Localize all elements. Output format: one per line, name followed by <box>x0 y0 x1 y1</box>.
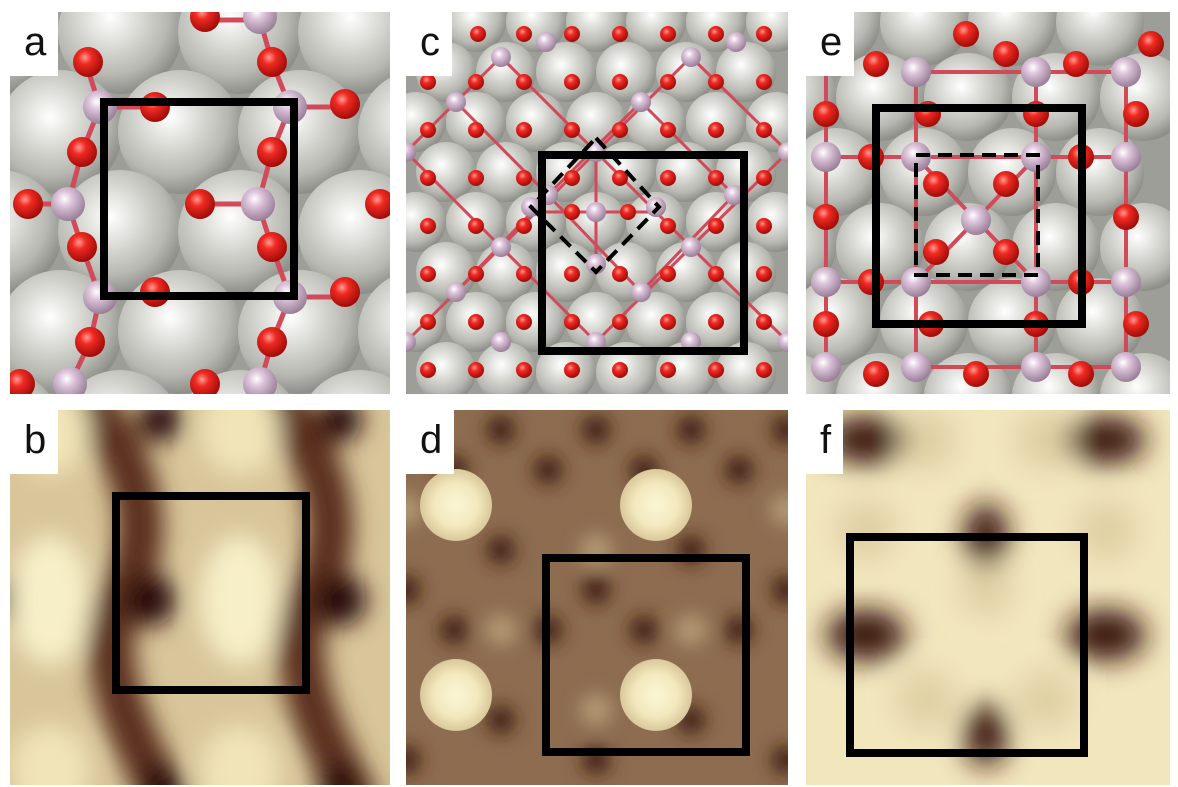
panel-d-simulated-image: d <box>406 410 788 785</box>
unit-cell-frame <box>872 104 1086 328</box>
unit-cell-frame <box>538 151 748 355</box>
metal-atoms <box>406 32 788 352</box>
panel-a-atomic-model: a <box>10 12 390 394</box>
atomic-model-c <box>406 12 788 394</box>
panel-label: c <box>406 12 452 76</box>
unit-cell-frame <box>846 533 1088 757</box>
bright-spots <box>420 469 692 731</box>
atomic-model-a <box>10 12 390 394</box>
panel-label: d <box>406 410 455 474</box>
primitive-cell-dashed <box>914 153 1040 277</box>
contrast-features <box>10 410 374 785</box>
atomic-model-e <box>806 12 1170 394</box>
oxygen-atoms <box>10 12 390 394</box>
simulated-image-b <box>10 410 390 785</box>
unit-cell-frame <box>100 98 298 300</box>
simulated-image-f <box>806 410 1170 785</box>
panel-label: a <box>10 12 59 76</box>
panel-label: b <box>10 410 59 474</box>
unit-cell-frame <box>542 554 750 756</box>
panel-c-atomic-model: c <box>406 12 788 394</box>
contrast-features <box>406 416 788 774</box>
oxygen-atoms <box>420 26 772 378</box>
simulated-image-d <box>406 410 788 785</box>
unit-cell-frame <box>112 492 310 694</box>
primitive-cell-dashed <box>528 135 662 275</box>
panel-label: f <box>806 410 844 474</box>
panel-label: e <box>806 12 855 76</box>
panel-e-atomic-model: e <box>806 12 1170 394</box>
panel-b-simulated-image: b <box>10 410 390 785</box>
panel-f-simulated-image: f <box>806 410 1170 785</box>
